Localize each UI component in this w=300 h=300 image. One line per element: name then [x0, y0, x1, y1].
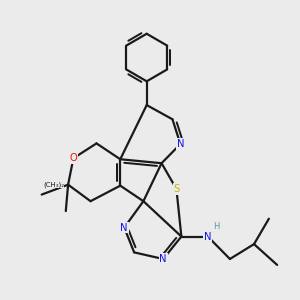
Text: (CH₃)₂: (CH₃)₂	[43, 182, 64, 188]
Text: N: N	[204, 232, 212, 242]
Text: N: N	[121, 223, 128, 232]
Text: H: H	[213, 222, 220, 231]
Text: O: O	[70, 153, 77, 163]
Text: S: S	[173, 184, 179, 194]
Text: N: N	[177, 139, 184, 149]
Text: N: N	[160, 254, 167, 264]
